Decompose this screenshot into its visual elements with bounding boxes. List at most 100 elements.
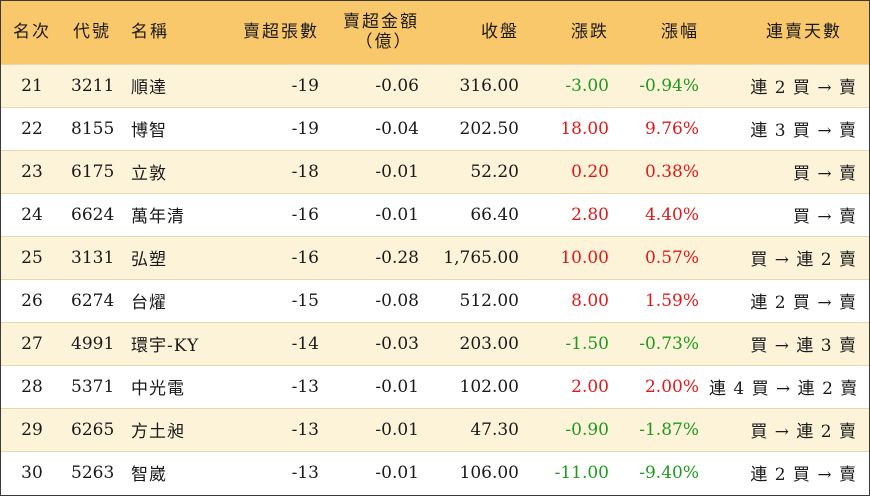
- sell-amount-cell: -0.01: [375, 419, 419, 440]
- close-price-cell: 1,765.00: [443, 247, 519, 268]
- table-row[interactable]: 30 5263 智崴 -13 -0.01 106.00 -11.00 -9.40…: [1, 451, 869, 494]
- stock-code-cell[interactable]: 4991: [71, 333, 115, 354]
- table-row[interactable]: 28 5371 中光電 -13 -0.01 102.00 2.00 2.00% …: [1, 365, 869, 408]
- rank-cell: 26: [21, 290, 43, 311]
- sell-amount-cell: -0.01: [375, 462, 419, 483]
- table-row[interactable]: 29 6265 方土昶 -13 -0.01 47.30 -0.90 -1.87%…: [1, 408, 869, 451]
- price-change-cell: 8.00: [571, 290, 609, 311]
- stock-code-cell[interactable]: 6175: [71, 161, 115, 182]
- stock-name-cell[interactable]: 環宇-KY: [131, 336, 200, 356]
- rank-cell: 28: [21, 376, 43, 397]
- sell-lots-cell: -18: [291, 161, 319, 182]
- stock-code-cell[interactable]: 5371: [71, 376, 115, 397]
- rank-cell: 24: [21, 204, 43, 225]
- price-change-cell: 0.20: [571, 161, 609, 182]
- change-percent-cell: 1.59%: [644, 290, 699, 311]
- stock-name-cell[interactable]: 弘塑: [131, 250, 167, 270]
- change-percent-cell: 2.00%: [644, 376, 699, 397]
- sell-lots-cell: -16: [291, 247, 319, 268]
- sell-amount-cell: -0.08: [375, 290, 419, 311]
- sell-lots-cell: -19: [291, 75, 319, 96]
- sell-lots-cell: -14: [291, 333, 319, 354]
- rank-cell: 25: [21, 247, 43, 268]
- close-price-cell: 316.00: [459, 75, 519, 96]
- price-change-cell: 18.00: [560, 118, 609, 139]
- sell-lots-cell: -13: [291, 462, 319, 483]
- stock-name-cell[interactable]: 博智: [131, 121, 167, 141]
- streak-cell: 買 → 連 2 賣: [750, 422, 857, 442]
- streak-cell: 買 → 連 3 賣: [750, 336, 857, 356]
- stock-code-cell[interactable]: 3211: [71, 75, 115, 96]
- close-price-cell: 202.50: [459, 118, 519, 139]
- change-percent-cell: -0.73%: [639, 333, 699, 354]
- table-row[interactable]: 26 6274 台燿 -15 -0.08 512.00 8.00 1.59% 連…: [1, 279, 869, 322]
- col-header-change-pct[interactable]: 漲幅: [661, 22, 699, 43]
- sell-lots-cell: -16: [291, 204, 319, 225]
- stock-code-cell[interactable]: 6265: [71, 419, 115, 440]
- stock-code-cell[interactable]: 8155: [71, 118, 115, 139]
- table-row[interactable]: 21 3211 順達 -19 -0.06 316.00 -3.00 -0.94%…: [1, 64, 869, 107]
- col-header-name[interactable]: 名稱: [131, 22, 169, 43]
- streak-cell: 買 → 賣: [792, 164, 857, 184]
- change-percent-cell: -9.40%: [639, 462, 699, 483]
- change-percent-cell: 0.57%: [644, 247, 699, 268]
- close-price-cell: 203.00: [459, 333, 519, 354]
- price-change-cell: 2.80: [571, 204, 609, 225]
- price-change-cell: -3.00: [565, 75, 609, 96]
- streak-cell: 連 4 買 → 連 2 賣: [709, 379, 859, 399]
- stock-code-cell[interactable]: 5263: [71, 462, 115, 483]
- price-change-cell: 2.00: [571, 376, 609, 397]
- sell-amount-cell: -0.01: [375, 376, 419, 397]
- sell-amount-cell: -0.28: [375, 247, 419, 268]
- table-row[interactable]: 25 3131 弘塑 -16 -0.28 1,765.00 10.00 0.57…: [1, 236, 869, 279]
- streak-cell: 連 2 買 → 賣: [750, 465, 857, 486]
- stock-name-cell[interactable]: 立敦: [131, 164, 167, 184]
- col-header-sell-amount-line2: （億）: [355, 32, 413, 53]
- close-price-cell: 106.00: [459, 462, 519, 483]
- col-header-rank[interactable]: 名次: [13, 22, 51, 43]
- table-row[interactable]: 27 4991 環宇-KY -14 -0.03 203.00 -1.50 -0.…: [1, 322, 869, 365]
- rank-cell: 30: [21, 462, 43, 483]
- sell-amount-cell: -0.04: [375, 118, 419, 139]
- rank-cell: 22: [21, 118, 43, 139]
- table-row[interactable]: 24 6624 萬年清 -16 -0.01 66.40 2.80 4.40% 買…: [1, 193, 869, 236]
- stock-name-cell[interactable]: 萬年清: [131, 207, 185, 227]
- close-price-cell: 52.20: [470, 161, 519, 182]
- change-percent-cell: 9.76%: [644, 118, 699, 139]
- table-row[interactable]: 22 8155 博智 -19 -0.04 202.50 18.00 9.76% …: [1, 107, 869, 150]
- col-header-sell-lots[interactable]: 賣超張數: [243, 22, 319, 43]
- sell-lots-cell: -13: [291, 419, 319, 440]
- stock-code-cell[interactable]: 3131: [71, 247, 115, 268]
- streak-cell: 連 2 買 → 賣: [750, 78, 857, 98]
- sell-amount-cell: -0.06: [375, 75, 419, 96]
- streak-cell: 連 3 買 → 賣: [750, 121, 857, 141]
- sell-amount-cell: -0.01: [375, 204, 419, 225]
- change-percent-cell: -1.87%: [639, 419, 699, 440]
- col-header-sell-amount[interactable]: 賣超金額 （億）: [329, 1, 429, 64]
- col-header-close[interactable]: 收盤: [481, 22, 519, 43]
- col-header-sell-amount-line1: 賣超金額: [343, 12, 419, 33]
- rank-cell: 29: [21, 419, 43, 440]
- stock-name-cell[interactable]: 中光電: [131, 379, 185, 399]
- streak-cell: 買 → 賣: [792, 207, 857, 227]
- stock-name-cell[interactable]: 智崴: [131, 465, 167, 486]
- sell-lots-cell: -19: [291, 118, 319, 139]
- rank-cell: 21: [21, 75, 43, 96]
- stock-code-cell[interactable]: 6274: [71, 290, 115, 311]
- table-row[interactable]: 23 6175 立敦 -18 -0.01 52.20 0.20 0.38% 買 …: [1, 150, 869, 193]
- change-percent-cell: -0.94%: [639, 75, 699, 96]
- streak-cell: 買 → 連 2 賣: [750, 250, 857, 270]
- stock-code-cell[interactable]: 6624: [71, 204, 115, 225]
- change-percent-cell: 0.38%: [644, 161, 699, 182]
- col-header-streak[interactable]: 連賣天數: [766, 22, 842, 43]
- sell-lots-cell: -13: [291, 376, 319, 397]
- stock-name-cell[interactable]: 方土昶: [131, 422, 185, 442]
- close-price-cell: 66.40: [470, 204, 519, 225]
- stock-name-cell[interactable]: 台燿: [131, 293, 167, 313]
- table-body: 21 3211 順達 -19 -0.06 316.00 -3.00 -0.94%…: [1, 64, 869, 494]
- col-header-code[interactable]: 代號: [73, 22, 111, 43]
- stock-name-cell[interactable]: 順達: [131, 78, 167, 98]
- col-header-change[interactable]: 漲跌: [571, 22, 609, 43]
